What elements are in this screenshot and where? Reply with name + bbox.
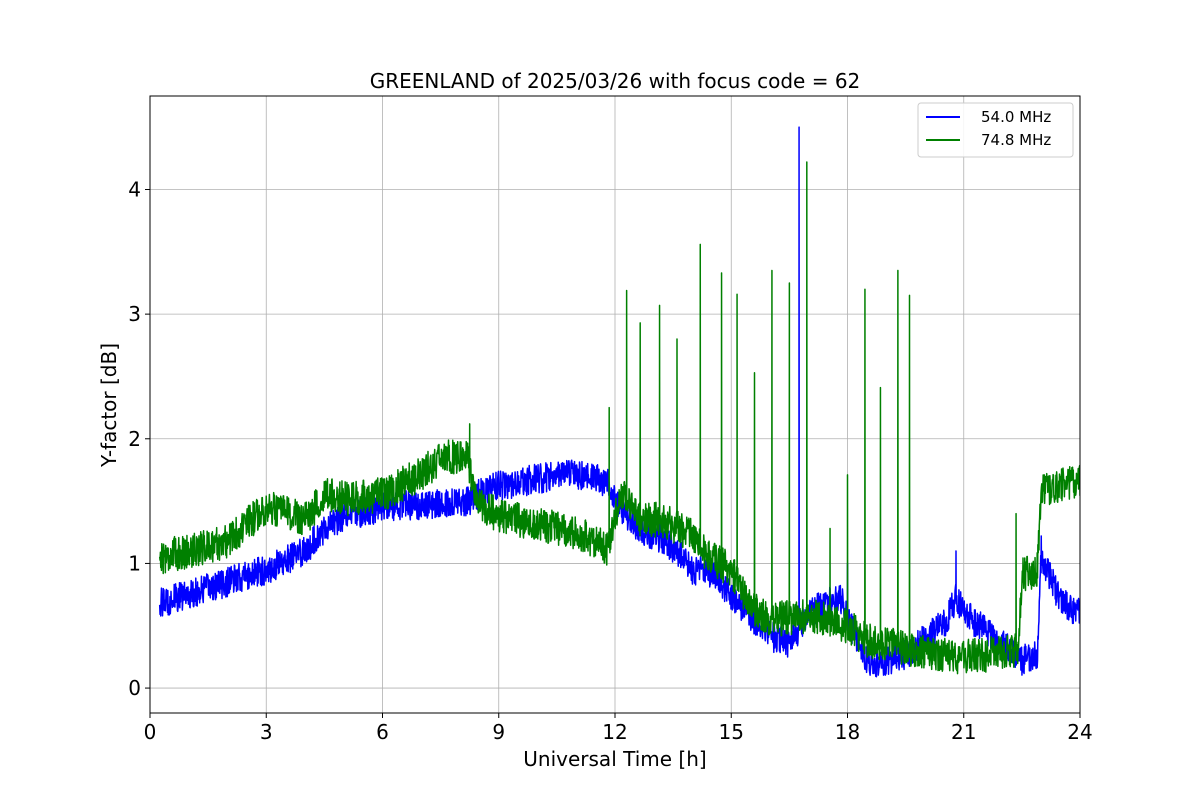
y-axis: 0 1 2 3 4 [128,177,150,700]
y-tick-label: 3 [128,302,141,326]
chart-title: GREENLAND of 2025/03/26 with focus code … [370,69,861,93]
x-tick-label: 3 [260,720,273,744]
y-tick-label: 1 [128,551,141,575]
x-tick-label: 21 [951,720,976,744]
x-axis-title: Universal Time [h] [523,747,706,771]
x-tick-label: 12 [602,720,627,744]
legend: 54.0 MHz 74.8 MHz [917,102,1074,158]
legend-label: 74.8 MHz [981,131,1051,149]
x-tick-label: 0 [144,720,157,744]
legend-label: 54.0 MHz [981,108,1051,126]
x-axis: 0 3 6 9 12 15 18 21 24 [144,713,1093,744]
x-tick-label: 18 [835,720,860,744]
y-axis-title: Y-factor [dB] [97,343,121,468]
y-tick-label: 2 [128,427,141,451]
x-tick-label: 6 [376,720,389,744]
x-tick-label: 9 [492,720,505,744]
y-tick-label: 0 [128,676,141,700]
series-group [158,126,1080,678]
x-tick-label: 24 [1067,720,1092,744]
series-line-74mhz [158,161,1080,675]
y-tick-label: 4 [128,177,141,201]
x-tick-label: 15 [719,720,744,744]
